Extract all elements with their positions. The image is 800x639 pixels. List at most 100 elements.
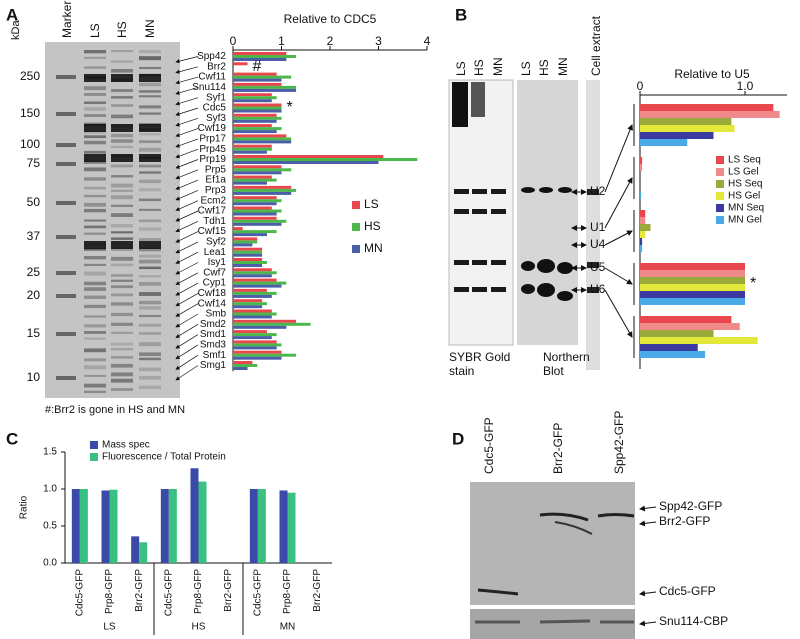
gel-band — [84, 86, 106, 91]
pointer-arrow — [175, 282, 199, 296]
gel-band — [139, 367, 161, 372]
bar — [640, 330, 714, 337]
pointer-arrow — [175, 272, 199, 285]
bar — [233, 52, 287, 55]
bar — [101, 490, 110, 563]
bar — [233, 113, 277, 117]
bar — [233, 99, 272, 103]
gel-band — [111, 50, 133, 53]
bar — [279, 490, 288, 563]
gel-band — [139, 140, 161, 144]
gel-band — [111, 231, 133, 234]
gel-band — [56, 112, 76, 116]
gel-band — [139, 90, 161, 93]
bar — [640, 231, 646, 238]
bar — [233, 93, 272, 97]
pointer-arrow — [175, 231, 199, 243]
category-mark: # — [253, 58, 262, 75]
legend-swatch — [716, 204, 724, 212]
bar — [233, 237, 258, 241]
gel-band — [111, 348, 133, 351]
panel-label: D — [452, 429, 464, 448]
gel-band — [84, 114, 106, 117]
legend-label: LS Gel — [728, 167, 759, 178]
gel-band — [84, 241, 106, 249]
bar — [233, 309, 272, 313]
category-label: U6 — [590, 282, 606, 296]
category-label: Cdc5 — [203, 103, 227, 114]
category-label: Prp17 — [199, 134, 226, 145]
category-label: Cwf18 — [198, 288, 227, 299]
category-label: Smd3 — [200, 340, 227, 351]
gel-band — [472, 209, 487, 214]
bar — [640, 277, 745, 284]
bar — [233, 264, 263, 267]
bar — [109, 489, 118, 563]
band-label: Cdc5-GFP — [659, 584, 716, 598]
pointer-arrow — [175, 210, 199, 222]
bar — [233, 147, 272, 151]
gel-band — [111, 363, 133, 368]
lane-label: MN — [491, 57, 505, 76]
gel-band — [139, 154, 161, 162]
bar — [233, 312, 277, 316]
bar — [640, 210, 646, 217]
gel-band — [84, 74, 106, 82]
gel-band — [84, 315, 106, 318]
pointer-arrow — [175, 56, 199, 64]
gel-band — [56, 143, 76, 147]
gel-band — [111, 183, 133, 188]
pointer-arrow — [175, 200, 199, 211]
bar — [640, 344, 698, 351]
gel-band — [139, 82, 161, 87]
gel-band — [84, 208, 106, 213]
gel-band — [139, 259, 161, 264]
blot-band — [539, 512, 589, 522]
category-label: Cwf19 — [198, 123, 227, 134]
pointer-arrow — [604, 177, 633, 229]
bar — [198, 481, 207, 563]
blot-band — [597, 513, 635, 518]
gel-band — [84, 263, 106, 267]
bar — [640, 118, 732, 125]
category-label: Syf3 — [206, 113, 226, 124]
bar — [233, 209, 282, 213]
category-label: U2 — [590, 184, 606, 198]
pointer-arrow — [604, 289, 633, 338]
x-tick-label: Prp8-GFP — [282, 569, 293, 614]
pointer-arrow — [175, 334, 199, 349]
gel-band — [56, 332, 76, 336]
gel-band — [139, 300, 161, 305]
bar — [233, 127, 282, 131]
gel-band — [84, 186, 106, 190]
bar — [233, 88, 297, 92]
pointer-arrow — [175, 313, 199, 328]
lane-label: HS — [472, 59, 486, 76]
blot-band — [557, 291, 573, 301]
bar — [640, 245, 643, 252]
bar — [233, 343, 282, 347]
gel-band — [111, 263, 133, 267]
bar — [640, 139, 688, 146]
bar — [287, 492, 296, 563]
category-label: Ecm2 — [200, 195, 226, 206]
gel-band — [139, 164, 161, 168]
bar — [233, 196, 277, 200]
bar — [233, 178, 277, 182]
gel-band — [84, 256, 106, 260]
bar — [233, 161, 379, 164]
x-tick-label: Cdc5-GFP — [74, 569, 85, 617]
bar — [233, 288, 267, 292]
bar — [71, 489, 80, 563]
band-label: Brr2-GFP — [659, 514, 710, 528]
category-label: Spp42 — [197, 51, 226, 62]
gel-band — [111, 104, 133, 107]
gel-band — [139, 282, 161, 286]
bar — [233, 140, 292, 144]
gel-band — [111, 175, 133, 178]
pointer-arrow — [175, 87, 199, 95]
bar — [131, 536, 140, 563]
pointer-arrow — [175, 107, 199, 116]
category-label: U1 — [590, 220, 606, 234]
